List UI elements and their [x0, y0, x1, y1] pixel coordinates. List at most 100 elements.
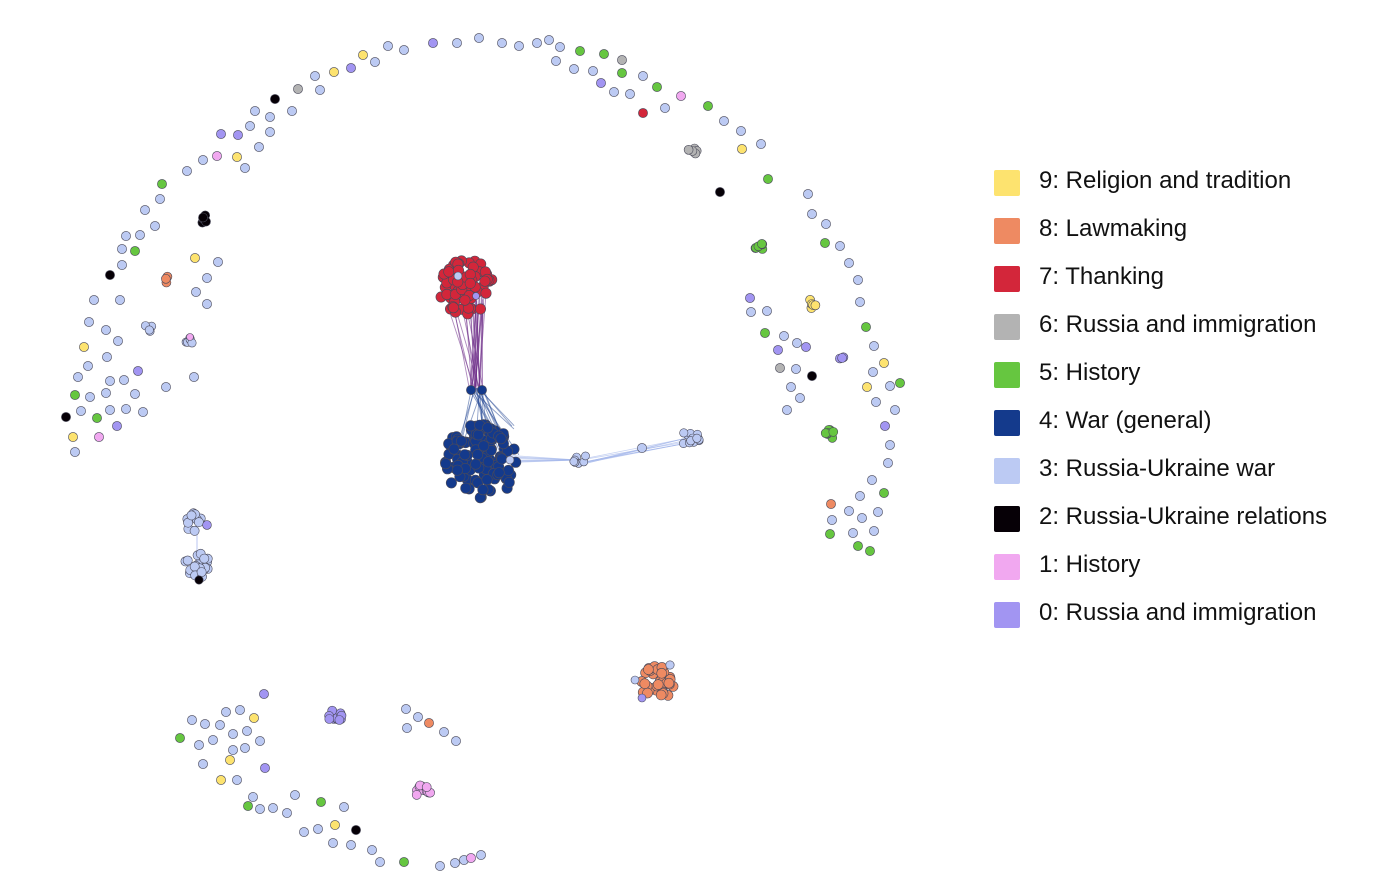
- node-317: [198, 155, 208, 165]
- node-307: [270, 94, 280, 104]
- node-351: [138, 407, 148, 417]
- node-417: [867, 475, 877, 485]
- node-341: [105, 376, 115, 386]
- node-372: [652, 82, 662, 92]
- node-555: [194, 575, 204, 585]
- node-466: [399, 857, 409, 867]
- node-418: [879, 488, 889, 498]
- node-408: [895, 378, 905, 388]
- legend-item-topic-6: 6: Russia and immigration: [994, 312, 1374, 340]
- node-329: [117, 260, 127, 270]
- node-246: [472, 449, 484, 461]
- node-407: [885, 381, 895, 391]
- edge-67: [584, 442, 691, 463]
- node-473: [413, 712, 423, 722]
- node-354: [68, 432, 78, 442]
- node-309: [287, 106, 297, 116]
- node-255: [448, 443, 460, 455]
- node-464: [367, 845, 377, 855]
- node-458: [299, 827, 309, 837]
- node-390: [855, 297, 865, 307]
- node-419: [855, 491, 865, 501]
- legend-label-topic-5: 5: History: [1039, 359, 1141, 386]
- node-327: [117, 244, 127, 254]
- node-140: [472, 292, 480, 300]
- node-356: [70, 447, 80, 457]
- node-440: [208, 735, 218, 745]
- node-424: [827, 515, 837, 525]
- legend-item-topic-5: 5: History: [994, 360, 1374, 388]
- legend-swatch-topic-9: [994, 170, 1020, 196]
- node-412: [890, 405, 900, 415]
- legend-item-topic-8: 8: Lawmaking: [994, 216, 1374, 244]
- legend-label-topic-4: 4: War (general): [1039, 407, 1212, 434]
- node-303: [329, 67, 339, 77]
- node-343: [70, 390, 80, 400]
- node-178: [445, 477, 457, 489]
- node-452: [268, 803, 278, 813]
- node-416: [883, 458, 893, 468]
- topic-network-graph: [61, 33, 905, 871]
- node-393: [762, 306, 772, 316]
- node-281: [679, 428, 689, 438]
- node-373: [660, 103, 670, 113]
- node-382: [763, 174, 773, 184]
- node-270: [581, 451, 590, 461]
- node-514: [837, 353, 847, 363]
- legend-item-topic-0: 0: Russia and immigration: [994, 600, 1374, 628]
- node-477: [402, 723, 412, 733]
- node-386: [820, 238, 830, 248]
- node-347: [76, 406, 86, 416]
- node-414: [880, 421, 890, 431]
- node-346: [130, 389, 140, 399]
- node-333: [84, 317, 94, 327]
- node-434: [187, 715, 197, 725]
- node-260: [493, 467, 505, 479]
- node-448: [216, 775, 226, 785]
- node-358: [213, 257, 223, 267]
- node-350: [121, 404, 131, 414]
- legend-label-topic-8: 8: Lawmaking: [1039, 215, 1188, 242]
- node-404: [807, 371, 817, 381]
- node-399: [801, 342, 811, 352]
- node-298: [575, 46, 585, 56]
- node-438: [228, 729, 238, 739]
- node-588: [639, 678, 651, 690]
- node-306: [315, 85, 325, 95]
- node-367: [617, 68, 627, 78]
- node-301: [370, 57, 380, 67]
- node-340: [133, 366, 143, 376]
- node-420: [826, 499, 836, 509]
- node-554: [196, 567, 207, 577]
- node-313: [233, 130, 243, 140]
- node-596: [665, 660, 675, 670]
- node-250: [455, 435, 467, 447]
- node-312: [265, 127, 275, 137]
- node-132: [480, 287, 492, 299]
- node-590: [655, 689, 667, 701]
- node-379: [756, 139, 766, 149]
- node-366: [588, 66, 598, 76]
- node-137: [464, 277, 476, 289]
- node-511: [810, 300, 821, 311]
- node-431: [235, 705, 245, 715]
- node-413: [782, 405, 792, 415]
- node-460: [330, 820, 340, 830]
- legend-swatch-topic-4: [994, 410, 1020, 436]
- node-368: [638, 71, 648, 81]
- node-453: [248, 792, 258, 802]
- node-315: [254, 142, 264, 152]
- node-468: [450, 858, 460, 868]
- topic-legend: 9: Religion and tradition 8: Lawmaking 7…: [994, 168, 1374, 648]
- node-349: [105, 405, 115, 415]
- node-397: [792, 338, 802, 348]
- legend-swatch-topic-2: [994, 506, 1020, 532]
- node-506: [756, 239, 767, 249]
- node-311: [245, 121, 255, 131]
- node-436: [215, 720, 225, 730]
- legend-label-topic-9: 9: Religion and tradition: [1039, 167, 1292, 194]
- node-261: [466, 385, 476, 395]
- node-421: [844, 506, 854, 516]
- node-467: [435, 861, 445, 871]
- node-620: [411, 790, 422, 800]
